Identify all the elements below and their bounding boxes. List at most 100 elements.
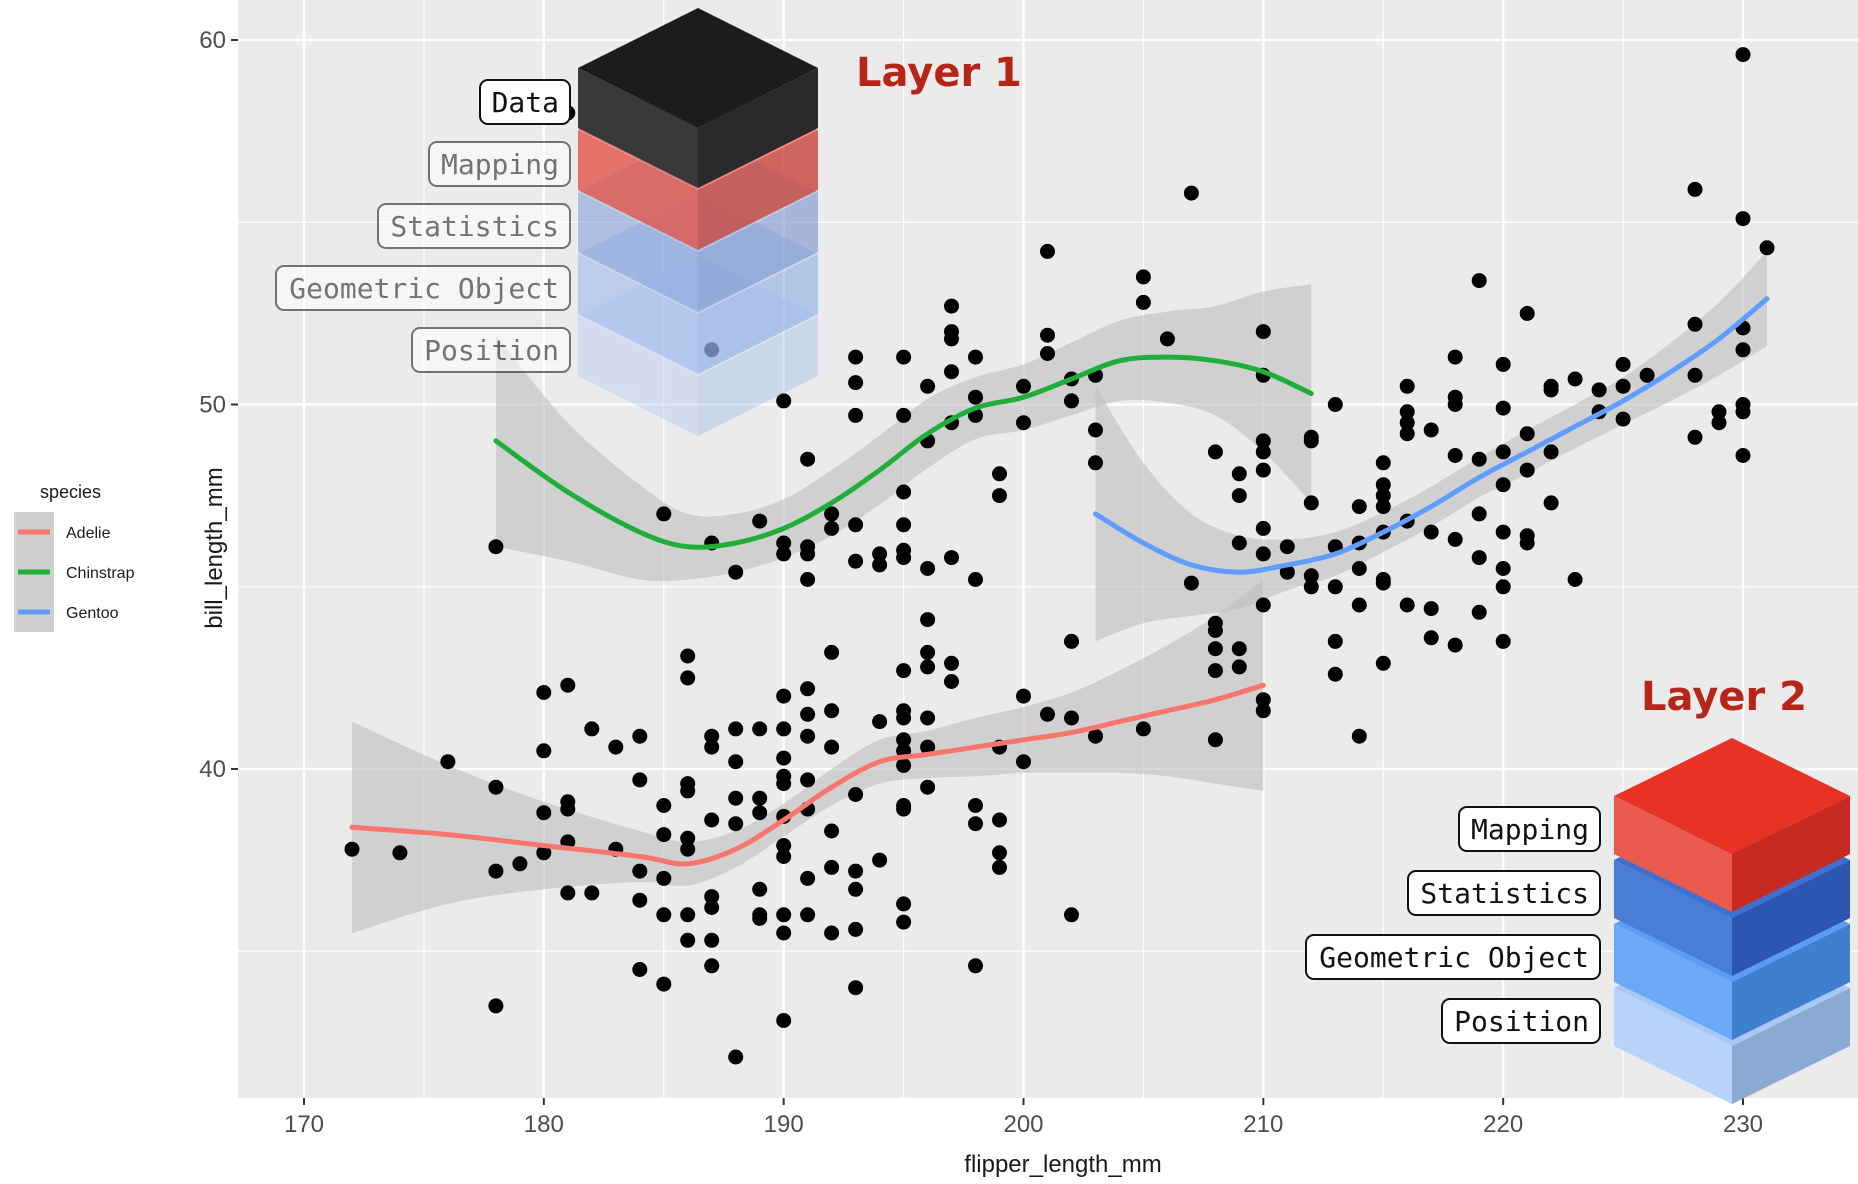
data-point xyxy=(944,298,959,314)
data-point xyxy=(1423,422,1439,438)
data-point xyxy=(1016,754,1031,770)
stack-slab xyxy=(1614,738,1850,912)
data-point xyxy=(1687,316,1703,332)
data-point xyxy=(536,805,552,821)
layer-label: Mapping xyxy=(428,141,571,187)
slab-left-face xyxy=(578,316,698,436)
ribbon-gentoo xyxy=(1095,251,1767,642)
data-point xyxy=(800,681,816,697)
data-point xyxy=(896,757,912,773)
smooth-lines xyxy=(349,296,1770,867)
layer-label-text: Statistics xyxy=(1420,877,1589,910)
scatter-points xyxy=(344,47,1775,1065)
data-point xyxy=(680,841,696,857)
layer-label: Statistics xyxy=(1407,870,1601,916)
data-point xyxy=(968,389,983,405)
data-point xyxy=(560,885,576,901)
data-point xyxy=(848,407,864,423)
data-point xyxy=(1255,692,1271,708)
data-point xyxy=(1327,666,1343,682)
data-point xyxy=(1495,633,1511,649)
data-point xyxy=(704,958,720,974)
layer-label-text: Geometric Object xyxy=(289,272,559,305)
data-point xyxy=(1040,243,1055,259)
data-point xyxy=(992,466,1007,482)
data-point xyxy=(632,962,648,977)
data-point xyxy=(1735,211,1751,227)
layer-label-text: Position xyxy=(424,334,559,367)
y-tick-label: 40 xyxy=(199,756,226,783)
slab-left-face xyxy=(578,192,698,312)
data-point xyxy=(992,845,1007,861)
data-point xyxy=(824,506,840,522)
smooth-line-chinstrap xyxy=(493,354,1314,550)
data-point xyxy=(1687,429,1703,445)
data-point xyxy=(896,732,912,748)
data-point xyxy=(1735,47,1751,63)
slab-left-face xyxy=(1614,796,1732,912)
data-point xyxy=(896,896,912,912)
data-point xyxy=(1735,448,1751,463)
data-point xyxy=(488,863,504,879)
layer-label-box xyxy=(1441,998,1601,1044)
layer-label: Statistics xyxy=(377,203,571,249)
data-point xyxy=(752,513,768,529)
data-point xyxy=(776,849,792,864)
data-point xyxy=(680,670,696,686)
data-point xyxy=(1351,561,1367,576)
data-point xyxy=(704,932,720,948)
data-point xyxy=(920,739,936,755)
data-point xyxy=(1303,429,1319,445)
tick-labels: 170 180 190 200 210 220 230 40 50 60 xyxy=(199,27,1763,1138)
data-point xyxy=(1447,389,1463,405)
layer-label-text: Geometric Object xyxy=(1319,941,1589,974)
x-tick-label: 210 xyxy=(1243,1111,1283,1138)
layer-label-box xyxy=(479,79,571,125)
layer-label-box xyxy=(1305,934,1601,980)
data-point xyxy=(1471,604,1487,620)
data-point xyxy=(1279,539,1295,555)
layer-1-title: Layer 1 xyxy=(856,50,1022,96)
data-point xyxy=(896,550,912,566)
data-point xyxy=(824,823,840,839)
data-point xyxy=(632,863,648,879)
legend-label-adelie: Adelie xyxy=(66,525,111,542)
data-point xyxy=(1519,462,1535,478)
data-point xyxy=(872,852,888,868)
smooth-line-adelie xyxy=(349,682,1266,867)
data-point xyxy=(1231,488,1247,504)
data-point xyxy=(728,721,744,737)
data-point xyxy=(1303,579,1319,595)
data-point xyxy=(584,885,600,901)
data-point xyxy=(1687,181,1703,197)
data-point xyxy=(656,506,672,522)
data-point xyxy=(656,827,672,843)
data-point xyxy=(776,838,792,853)
data-point xyxy=(1591,382,1607,398)
data-point xyxy=(1351,499,1367,515)
data-point xyxy=(1231,659,1247,675)
data-point xyxy=(968,572,983,587)
data-point xyxy=(920,779,936,795)
data-point xyxy=(920,710,936,726)
data-point xyxy=(536,743,552,759)
data-point xyxy=(728,754,744,770)
layer-label: Position xyxy=(411,327,571,373)
data-point xyxy=(1471,273,1487,289)
data-point xyxy=(848,980,864,996)
data-point xyxy=(920,644,936,660)
data-point xyxy=(1040,706,1055,722)
data-point xyxy=(1159,331,1175,347)
data-point xyxy=(920,612,936,628)
data-point xyxy=(728,790,744,806)
data-point xyxy=(1135,294,1151,310)
data-point xyxy=(1519,305,1535,321)
data-point xyxy=(1207,663,1223,679)
layer-label: Geometric Object xyxy=(1305,934,1601,980)
data-point xyxy=(1711,415,1727,431)
data-point xyxy=(752,881,768,897)
layer-label-box xyxy=(275,265,571,311)
layer-label-box xyxy=(377,203,571,249)
data-point xyxy=(1495,356,1511,372)
